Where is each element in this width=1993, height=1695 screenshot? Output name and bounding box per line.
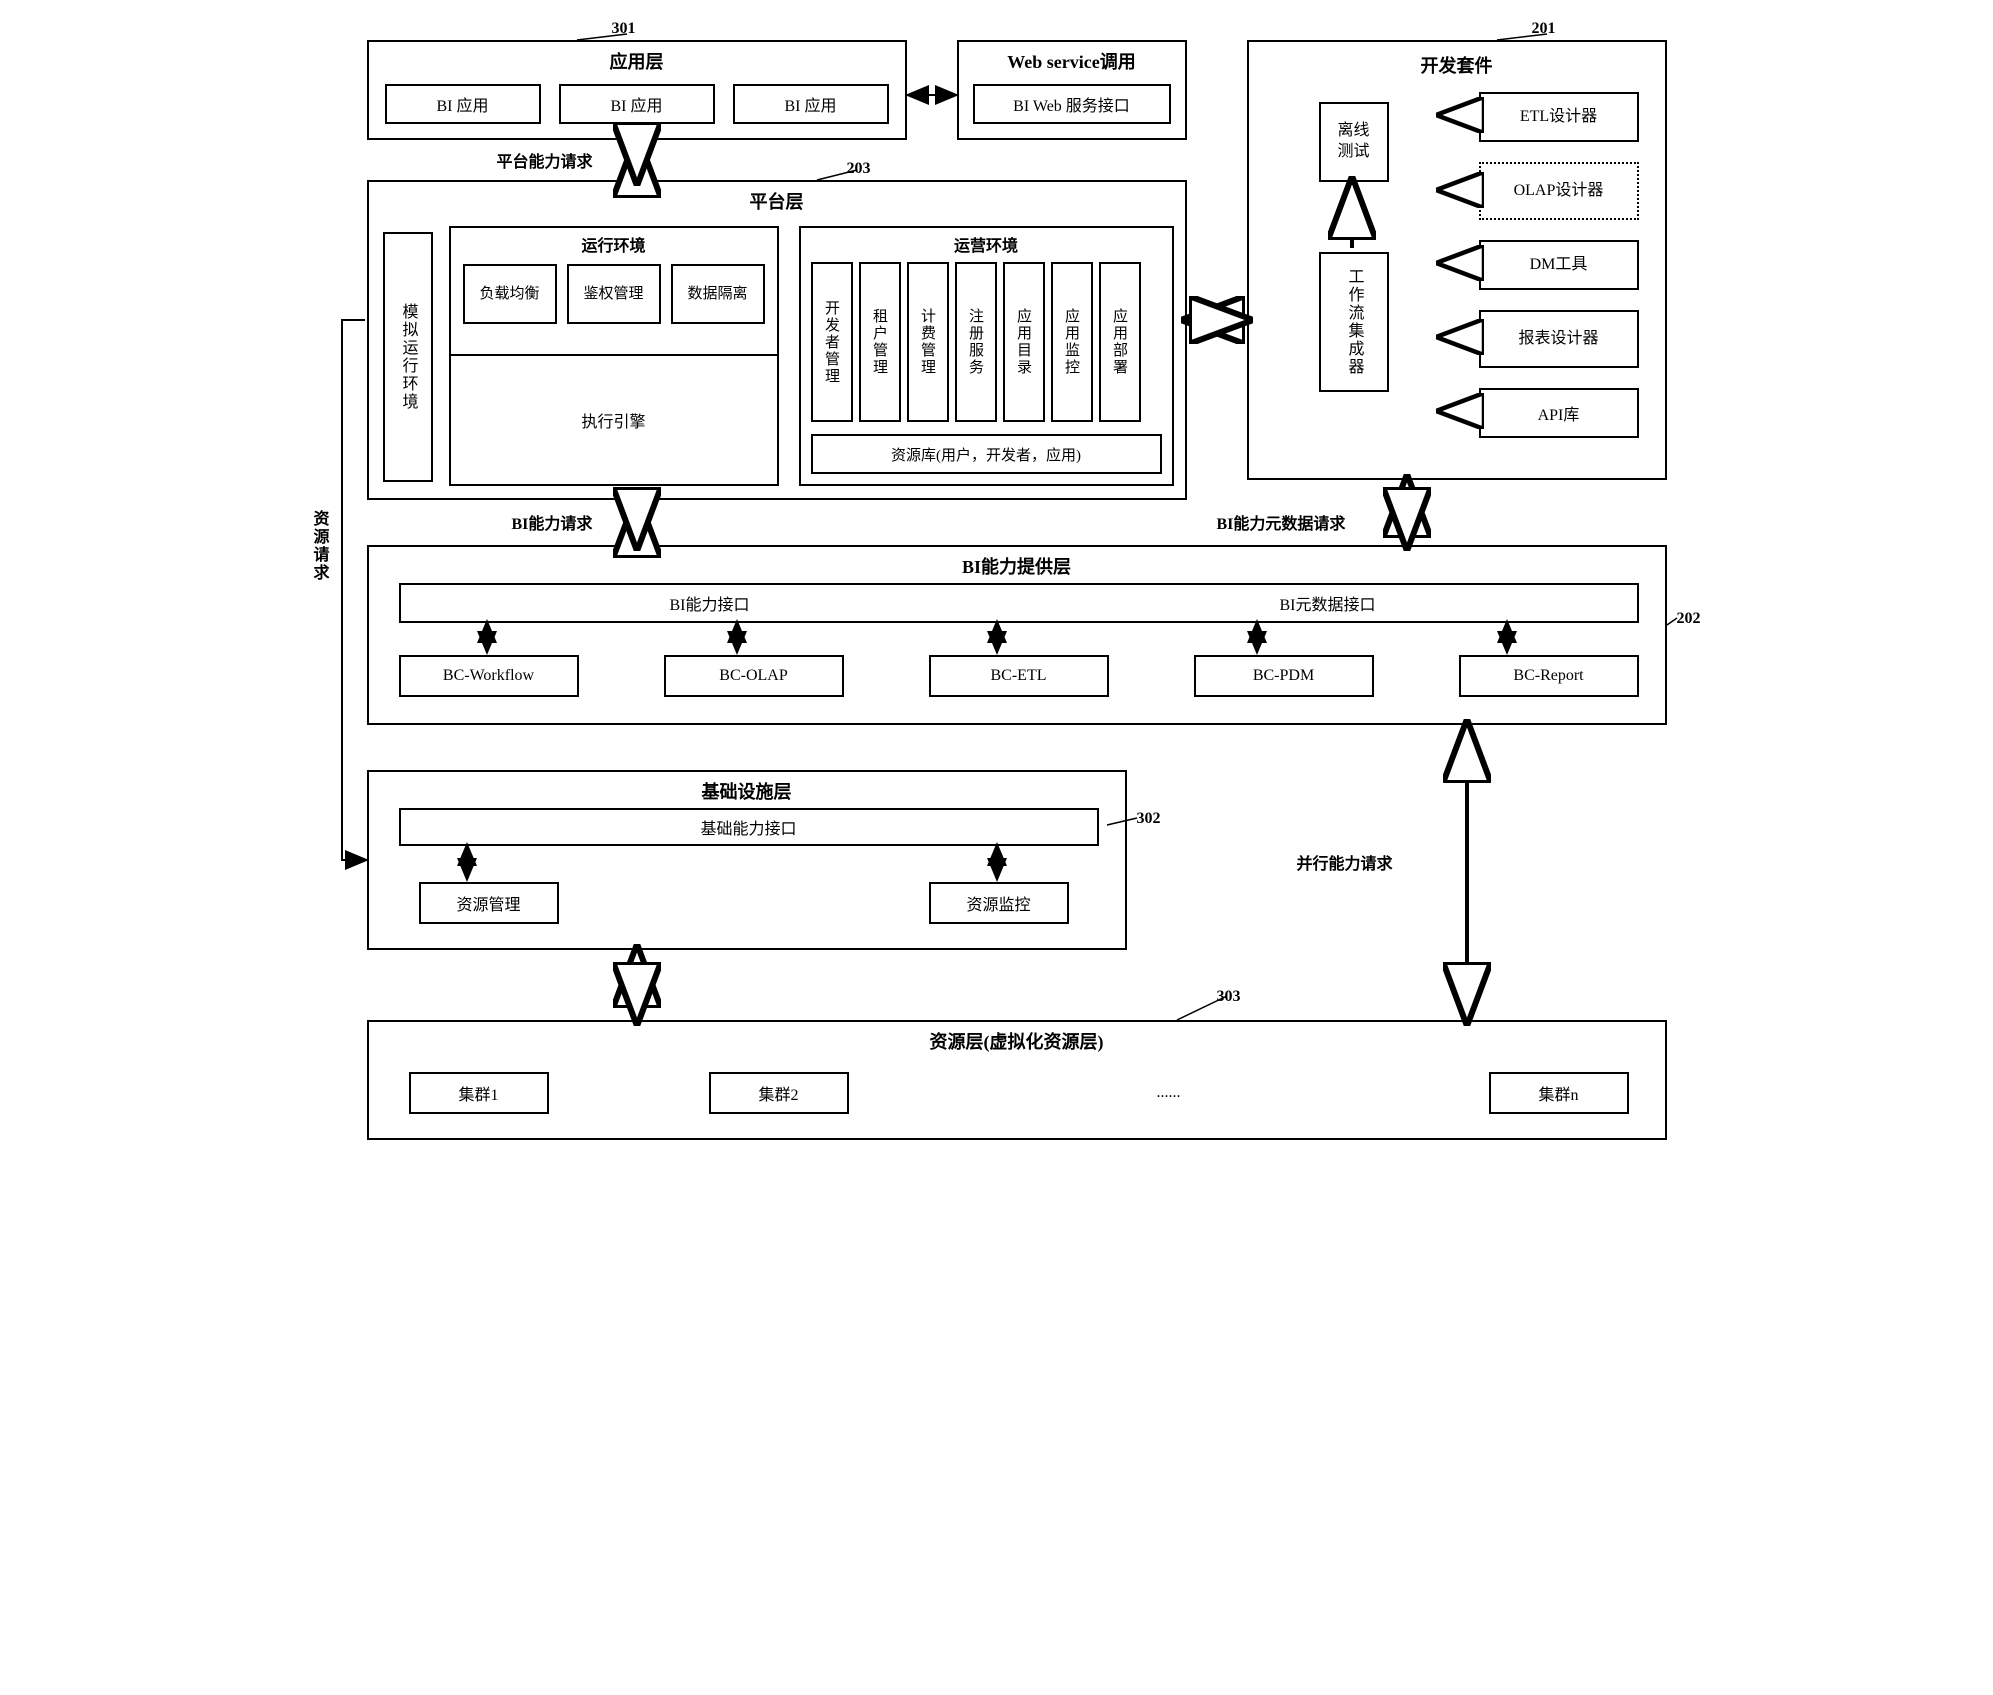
ref-301: 301 [612,20,636,38]
bc-pdm: BC-PDM [1194,655,1374,697]
cluster-1: 集群1 [409,1072,549,1114]
auth-mgmt: 鉴权管理 [567,264,661,324]
bi-layer-title: BI能力提供层 [369,547,1665,579]
webservice-title: Web service调用 [959,42,1185,74]
bc-report: BC-Report [1459,655,1639,697]
resource-repo: 资源库(用户，开发者，应用) [811,434,1162,474]
bi-metadata-interface: BI元数据接口 [1019,585,1637,621]
resource-layer-title: 资源层(虚拟化资源层) [369,1022,1665,1054]
op-app-deploy: 应用部署 [1099,262,1141,422]
dev-suite-box: 开发套件 离线 测试 工作流集成器 ETL设计器 OLAP设计器 DM工具 报表… [1247,40,1667,480]
cluster-n: 集群n [1489,1072,1629,1114]
parallel-capability-request-label: 并行能力请求 [1297,850,1393,874]
etl-designer: ETL设计器 [1479,92,1639,142]
data-isolation: 数据隔离 [671,264,765,324]
bi-metadata-request-label: BI能力元数据请求 [1217,510,1346,534]
runtime-env-box: 运行环境 负载均衡 鉴权管理 数据隔离 执行引擎 [449,226,779,486]
infra-layer-box: 基础设施层 基础能力接口 资源管理 资源监控 [367,770,1127,950]
cluster-2: 集群2 [709,1072,849,1114]
dm-tool: DM工具 [1479,240,1639,290]
bc-etl: BC-ETL [929,655,1109,697]
architecture-diagram: 301 201 应用层 BI 应用 BI 应用 BI 应用 Web servic… [297,20,1697,1210]
bi-web-service-interface: BI Web 服务接口 [973,84,1171,124]
operation-env-box: 运营环境 开发者管理 租户管理 计费管理 注册服务 应用目录 应用监控 应用部署… [799,226,1174,486]
ref-201: 201 [1532,20,1556,38]
bi-capability-interface: BI能力接口 [401,585,1019,621]
ref-203: 203 [847,160,871,178]
webservice-box: Web service调用 BI Web 服务接口 [957,40,1187,140]
bi-app-3: BI 应用 [733,84,889,124]
bi-app-1: BI 应用 [385,84,541,124]
bi-app-2: BI 应用 [559,84,715,124]
cluster-ellipsis: ...... [849,1084,1489,1102]
ref-303: 303 [1217,988,1241,1006]
op-tenant-mgmt: 租户管理 [859,262,901,422]
dev-suite-title: 开发套件 [1249,42,1665,78]
op-app-catalog: 应用目录 [1003,262,1045,422]
bc-olap: BC-OLAP [664,655,844,697]
bc-workflow: BC-Workflow [399,655,579,697]
ref-302: 302 [1137,810,1161,828]
bi-interface-bar: BI能力接口 BI元数据接口 [399,583,1639,623]
resource-request-label: 资源请求 [307,510,331,582]
resource-mgmt: 资源管理 [419,882,559,924]
op-billing: 计费管理 [907,262,949,422]
app-layer-box: 应用层 BI 应用 BI 应用 BI 应用 [367,40,907,140]
bi-capability-request-label: BI能力请求 [512,510,593,534]
workflow-integrator: 工作流集成器 [1319,252,1389,392]
simulated-env: 模拟运行环境 [383,232,433,482]
offline-test: 离线 测试 [1319,102,1389,182]
infra-layer-title: 基础设施层 [369,772,1125,804]
api-lib: API库 [1479,388,1639,438]
load-balance: 负载均衡 [463,264,557,324]
bi-layer-box: BI能力提供层 BI能力接口 BI元数据接口 BC-Workflow BC-OL… [367,545,1667,725]
olap-designer: OLAP设计器 [1479,162,1639,220]
runtime-env-title: 运行环境 [451,228,777,256]
infra-interface: 基础能力接口 [399,808,1099,846]
platform-capability-request-label: 平台能力请求 [497,148,593,172]
platform-layer-box: 平台层 模拟运行环境 运行环境 负载均衡 鉴权管理 数据隔离 执行引擎 运营环境… [367,180,1187,500]
op-dev-mgmt: 开发者管理 [811,262,853,422]
platform-layer-title: 平台层 [369,182,1185,214]
op-register: 注册服务 [955,262,997,422]
resource-monitor: 资源监控 [929,882,1069,924]
report-designer: 报表设计器 [1479,310,1639,368]
execution-engine: 执行引擎 [451,354,777,484]
ref-202: 202 [1677,610,1701,628]
operation-env-title: 运营环境 [801,228,1172,256]
op-app-monitor: 应用监控 [1051,262,1093,422]
app-layer-title: 应用层 [369,42,905,74]
resource-layer-box: 资源层(虚拟化资源层) 集群1 集群2 ...... 集群n [367,1020,1667,1140]
